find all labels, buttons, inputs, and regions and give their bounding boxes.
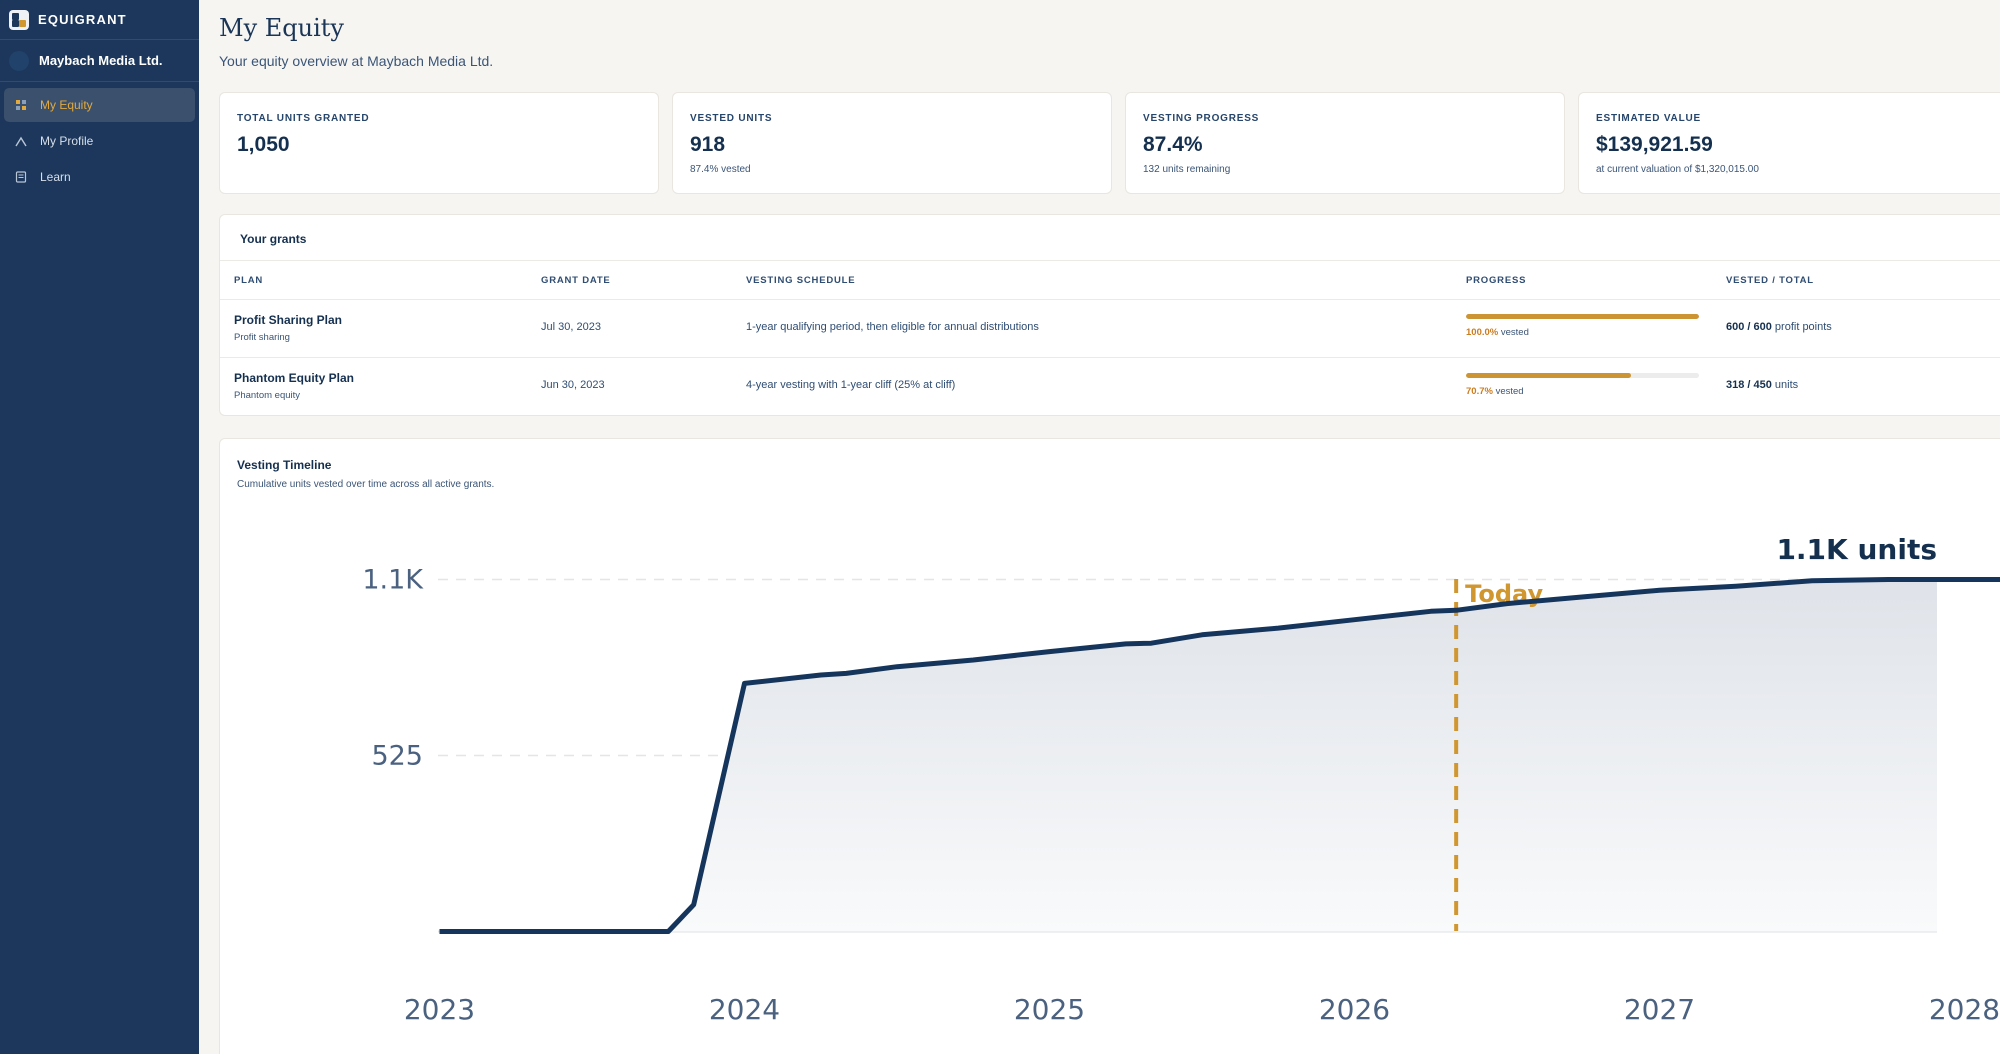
progress-percent: 100.0% — [1466, 327, 1499, 338]
progress-suffix: vested — [1492, 386, 1524, 397]
y-tick-label: 1.1K — [362, 565, 424, 596]
page-subtitle: Your equity overview at Maybach Media Lt… — [219, 53, 494, 69]
stat-card-vesting-progress: VESTING PROGRESS 87.4% 132 units remaini… — [1125, 92, 1565, 194]
plan-name[interactable]: Phantom Equity Plan — [234, 371, 355, 385]
x-tick-label: 2023 — [404, 993, 475, 1026]
page-title: My Equity — [219, 14, 344, 42]
sidebar-item-learn[interactable]: Learn — [4, 160, 195, 194]
y-tick-label: 525 — [371, 741, 423, 772]
vested-total: 600 / 600 profit points — [1726, 321, 1832, 333]
grants-title: Your grants — [240, 232, 307, 246]
plan-cell: Phantom Equity Plan Phantom equity — [234, 371, 354, 401]
stat-value: 918 — [690, 133, 726, 156]
x-tick-label: 2024 — [709, 993, 780, 1026]
stat-value: 87.4% — [1143, 133, 1203, 156]
org-switcher[interactable]: Maybach Media Ltd. — [0, 40, 199, 82]
sidebar-item-my-equity[interactable]: My Equity — [4, 88, 195, 122]
column-header-grant-date: GRANT DATE — [541, 275, 611, 286]
vesting-schedule: 1-year qualifying period, then eligible … — [746, 321, 1039, 333]
stat-card-estimated-value: ESTIMATED VALUE $139,921.59 at current v… — [1578, 92, 2000, 194]
stat-label: ESTIMATED VALUE — [1596, 113, 1701, 124]
stat-card-total-units: TOTAL UNITS GRANTED 1,050 — [219, 92, 659, 194]
vesting-timeline-card: 525 1.1K Today 1.1K units 2023 2024 2025 2026 20… — [219, 438, 2000, 1054]
plan-cell: Profit Sharing Plan Profit sharing — [234, 313, 342, 343]
brand[interactable]: EQUIGRANT — [0, 0, 199, 40]
x-tick-label: 2027 — [1624, 993, 1695, 1026]
stat-subtext: at current valuation of $1,320,015.00 — [1596, 164, 1759, 175]
area-fill — [439, 579, 2000, 932]
stat-subtext: 87.4% vested — [690, 164, 751, 175]
grants-table-card: Your grants PLAN GRANT DATE VESTING SCHE… — [219, 214, 2000, 416]
plan-type: Profit sharing — [234, 332, 290, 343]
timeline-subtitle: Cumulative units vested over time across… — [237, 479, 495, 490]
divider — [220, 299, 2000, 300]
grant-date: Jul 30, 2023 — [541, 321, 601, 333]
profile-icon — [14, 134, 28, 148]
progress-bar-fill — [1466, 314, 1699, 319]
vested-unit: profit points — [1771, 321, 1832, 333]
progress-bar-fill — [1466, 373, 1631, 378]
sidebar-item-label: My Equity — [40, 98, 93, 112]
sidebar-item-label: My Profile — [40, 134, 94, 148]
sidebar-nav: My Equity My Profile Learn — [0, 82, 199, 194]
x-tick-label: 2025 — [1014, 993, 1085, 1026]
divider — [220, 260, 2000, 261]
grant-date: Jun 30, 2023 — [541, 379, 605, 391]
progress-suffix: vested — [1498, 327, 1529, 338]
stat-label: VESTED UNITS — [690, 113, 773, 124]
timeline-title: Vesting Timeline — [237, 458, 332, 472]
progress-bar — [1466, 314, 1699, 319]
vested-count: 318 / 450 — [1726, 379, 1772, 391]
stat-label: TOTAL UNITS GRANTED — [237, 113, 370, 124]
column-header-progress: PROGRESS — [1466, 275, 1527, 286]
plan-name[interactable]: Profit Sharing Plan — [234, 313, 343, 327]
end-value-label: 1.1K units — [1776, 533, 1937, 566]
column-header-vesting-schedule: VESTING SCHEDULE — [746, 275, 856, 286]
progress-label: 100.0% vested — [1466, 327, 1529, 338]
logo-icon — [9, 9, 29, 30]
sidebar: EQUIGRANT Maybach Media Ltd. My Equity M… — [0, 0, 199, 1054]
org-avatar-icon — [9, 50, 29, 71]
stat-subtext: 132 units remaining — [1143, 164, 1231, 175]
vesting-schedule: 4-year vesting with 1-year cliff (25% at… — [746, 379, 956, 391]
org-name: Maybach Media Ltd. — [39, 53, 163, 68]
equity-icon — [14, 98, 28, 112]
progress-bar — [1466, 373, 1699, 378]
x-tick-label: 2026 — [1319, 993, 1390, 1026]
sidebar-item-my-profile[interactable]: My Profile — [4, 124, 195, 158]
brand-name: EQUIGRANT — [38, 12, 127, 27]
stat-value: $139,921.59 — [1596, 133, 1713, 156]
progress-percent: 70.7% — [1466, 386, 1493, 397]
vested-total: 318 / 450 units — [1726, 379, 1798, 391]
vested-count: 600 / 600 — [1726, 321, 1772, 333]
plan-type: Phantom equity — [234, 390, 301, 401]
stat-label: VESTING PROGRESS — [1143, 113, 1260, 124]
main-content: My Equity Your equity overview at Maybac… — [199, 0, 2000, 1054]
stat-value: 1,050 — [237, 133, 290, 156]
sidebar-item-label: Learn — [40, 170, 71, 184]
stat-card-vested-units: VESTED UNITS 918 87.4% vested — [672, 92, 1112, 194]
column-header-vested-total: VESTED / TOTAL — [1726, 275, 1814, 286]
series-line — [439, 577, 2000, 934]
x-tick-label: 2028 — [1929, 993, 2000, 1026]
column-header-plan: PLAN — [234, 275, 264, 286]
progress-label: 70.7% vested — [1466, 386, 1524, 397]
divider — [220, 357, 2000, 358]
vested-unit: units — [1771, 379, 1799, 391]
book-icon — [14, 170, 28, 184]
